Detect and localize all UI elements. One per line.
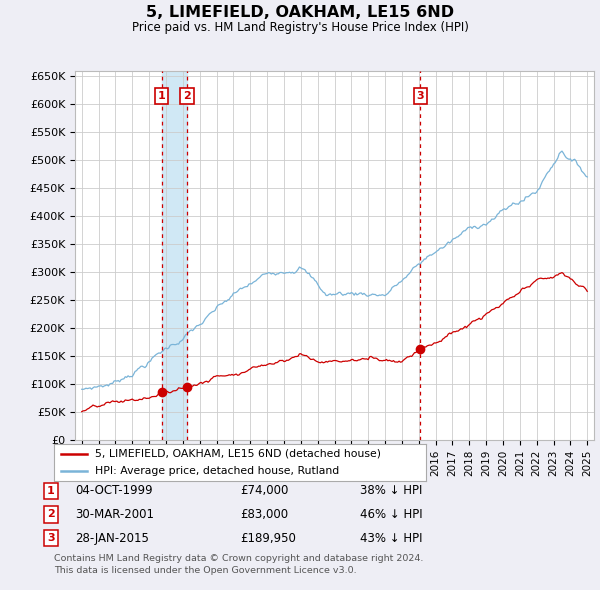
- Text: £83,000: £83,000: [240, 508, 288, 521]
- Text: £74,000: £74,000: [240, 484, 289, 497]
- Text: Contains HM Land Registry data © Crown copyright and database right 2024.: Contains HM Land Registry data © Crown c…: [54, 555, 424, 563]
- Text: 04-OCT-1999: 04-OCT-1999: [75, 484, 152, 497]
- Text: 2: 2: [47, 510, 55, 519]
- Text: £189,950: £189,950: [240, 532, 296, 545]
- Text: 1: 1: [47, 486, 55, 496]
- Text: 2: 2: [183, 91, 191, 101]
- Bar: [162, 71, 187, 440]
- Text: 28-JAN-2015: 28-JAN-2015: [75, 532, 149, 545]
- Text: 5, LIMEFIELD, OAKHAM, LE15 6ND: 5, LIMEFIELD, OAKHAM, LE15 6ND: [146, 5, 454, 20]
- Text: 30-MAR-2001: 30-MAR-2001: [75, 508, 154, 521]
- Text: HPI: Average price, detached house, Rutland: HPI: Average price, detached house, Rutl…: [95, 466, 339, 476]
- Text: This data is licensed under the Open Government Licence v3.0.: This data is licensed under the Open Gov…: [54, 566, 356, 575]
- Text: 5, LIMEFIELD, OAKHAM, LE15 6ND (detached house): 5, LIMEFIELD, OAKHAM, LE15 6ND (detached…: [95, 449, 381, 459]
- Text: 3: 3: [416, 91, 424, 101]
- Text: 38% ↓ HPI: 38% ↓ HPI: [360, 484, 422, 497]
- Text: Price paid vs. HM Land Registry's House Price Index (HPI): Price paid vs. HM Land Registry's House …: [131, 21, 469, 34]
- Text: 1: 1: [158, 91, 166, 101]
- Text: 46% ↓ HPI: 46% ↓ HPI: [360, 508, 422, 521]
- Text: 3: 3: [47, 533, 55, 543]
- Text: 43% ↓ HPI: 43% ↓ HPI: [360, 532, 422, 545]
